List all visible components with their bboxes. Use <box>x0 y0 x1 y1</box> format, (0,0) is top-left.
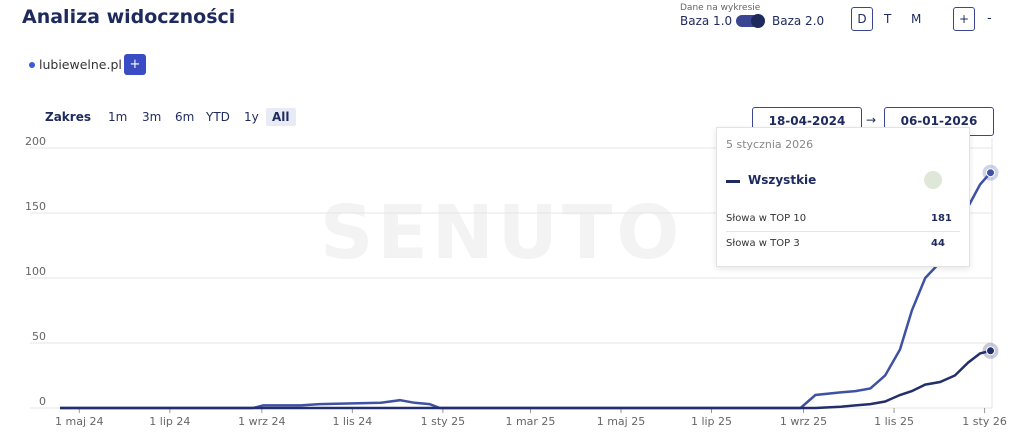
tooltip-swatch <box>726 180 740 183</box>
range-label: Zakres <box>45 110 91 124</box>
y-tick-label: 200 <box>25 135 46 148</box>
icon <box>924 171 942 189</box>
range-option[interactable]: 3m <box>142 110 162 124</box>
range-option[interactable]: 6m <box>175 110 195 124</box>
data-label: Dane na wykresie <box>680 3 761 13</box>
range-option[interactable]: YTD <box>206 110 230 124</box>
period-d[interactable]: D <box>851 7 873 31</box>
x-tick-label: 1 lip 24 <box>149 415 190 428</box>
base1[interactable]: Baza 1.0 <box>680 14 733 28</box>
row-value: 44 <box>931 238 945 249</box>
period-m[interactable]: M <box>911 12 922 26</box>
divider <box>726 231 960 232</box>
tooltip-series: Wszystkie <box>748 173 817 187</box>
add-domain[interactable]: + <box>124 54 146 75</box>
domain-dot <box>29 62 35 68</box>
end-point <box>986 168 996 178</box>
y-tick-label: 100 <box>25 265 46 278</box>
x-tick-label: 1 sty 25 <box>421 415 466 428</box>
x-tick-label: 1 lip 25 <box>691 415 732 428</box>
y-tick-label: 150 <box>25 200 46 213</box>
watermark: SENUTO <box>320 190 684 276</box>
y-tick-label: 0 <box>39 395 46 408</box>
x-tick-label: 1 maj 25 <box>597 415 646 428</box>
end-point <box>986 346 996 356</box>
x-tick-label: 1 mar 25 <box>505 415 555 428</box>
zoom-in[interactable]: + <box>953 7 975 31</box>
domain: lubiewelne.pl <box>39 57 122 72</box>
x-tick-label: 1 maj 24 <box>55 415 104 428</box>
arrow: → <box>866 113 877 127</box>
row-label: Słowa w TOP 10 <box>726 213 807 224</box>
x-tick-label: 1 wrz 25 <box>780 415 827 428</box>
range-option[interactable]: 1y <box>244 110 259 124</box>
tooltip-date: 5 stycznia 2026 <box>726 138 814 151</box>
range-option[interactable]: All <box>266 108 296 126</box>
toggle[interactable] <box>736 14 765 28</box>
range-option[interactable]: 1m <box>108 110 128 124</box>
x-tick-label: 1 sty 26 <box>962 415 1007 428</box>
row-value: 181 <box>931 213 952 224</box>
tooltip: 5 stycznia 2026 Wszystkie Słowa w TOP 10… <box>716 127 970 267</box>
row-label: Słowa w TOP 3 <box>726 238 800 249</box>
period-t[interactable]: T <box>884 12 892 26</box>
x-tick-label: 1 lis 24 <box>332 415 372 428</box>
zoom-out[interactable]: - <box>987 11 992 26</box>
x-tick-label: 1 lis 25 <box>874 415 914 428</box>
base2[interactable]: Baza 2.0 <box>772 14 825 28</box>
title: Analiza widoczności <box>22 6 236 28</box>
y-tick-label: 50 <box>32 330 46 343</box>
line <box>60 349 991 410</box>
x-tick-label: 1 wrz 24 <box>238 415 285 428</box>
